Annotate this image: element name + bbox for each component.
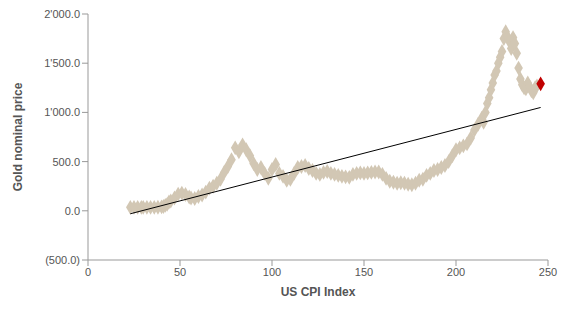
svg-text:1'500.0: 1'500.0 bbox=[44, 57, 80, 69]
svg-text:200: 200 bbox=[447, 266, 465, 278]
svg-text:250: 250 bbox=[539, 266, 557, 278]
svg-text:0.0: 0.0 bbox=[65, 205, 80, 217]
svg-text:(500.0): (500.0) bbox=[45, 254, 80, 266]
svg-text:Gold nominal price: Gold nominal price bbox=[11, 82, 25, 191]
svg-text:50: 50 bbox=[174, 266, 186, 278]
svg-text:0: 0 bbox=[85, 266, 91, 278]
svg-text:2'000.0: 2'000.0 bbox=[44, 8, 80, 20]
svg-text:1'000.0: 1'000.0 bbox=[44, 106, 80, 118]
svg-text:500.0: 500.0 bbox=[52, 156, 80, 168]
svg-text:US CPI Index: US CPI Index bbox=[281, 285, 356, 299]
svg-text:150: 150 bbox=[355, 266, 373, 278]
svg-text:100: 100 bbox=[263, 266, 281, 278]
